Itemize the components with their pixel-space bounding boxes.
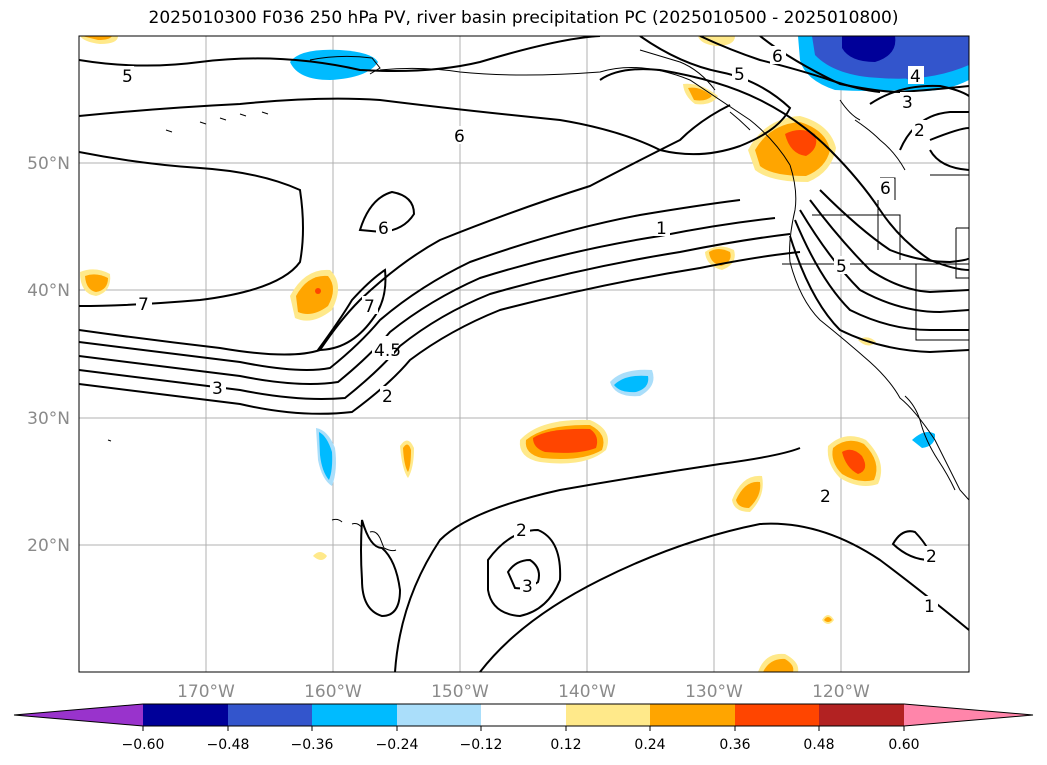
contour-label: 6 xyxy=(378,219,389,239)
colorbar-segment xyxy=(397,704,481,726)
contour-label: 3 xyxy=(522,577,533,597)
contour-label: 2 xyxy=(382,387,393,407)
colorbar-tick-label: 0.60 xyxy=(888,737,919,753)
colorbar-segment xyxy=(481,704,566,726)
colorbar-tick-label: −0.12 xyxy=(460,737,503,753)
colorbar-segment xyxy=(819,704,904,726)
lon-label: 160°W xyxy=(304,682,362,702)
pv-contour-labels: 5 6 5 6 4 3 2 6 1 7 7 4.5 2 3 2 3 2 6 1 … xyxy=(118,46,940,617)
colorbar-tick-label: −0.48 xyxy=(207,737,250,753)
figure-title: 2025010300 F036 250 hPa PV, river basin … xyxy=(148,8,899,28)
contour-label: 2 xyxy=(820,487,831,507)
colorbar-segment xyxy=(735,704,819,726)
contour-label: 7 xyxy=(364,297,375,317)
lat-label: 20°N xyxy=(27,536,70,556)
contour-label: 6 xyxy=(880,179,891,199)
colorbar-segment xyxy=(650,704,735,726)
contour-label: 5 xyxy=(734,65,745,85)
colorbar-tick-label: 0.48 xyxy=(803,737,834,753)
contour-label: 2 xyxy=(926,547,937,567)
contour-label: 2 xyxy=(914,121,925,141)
colorbar-tick-label: −0.36 xyxy=(291,737,334,753)
contour-label: 7 xyxy=(138,295,149,315)
contour-label: 4 xyxy=(910,67,921,87)
colorbar-segment xyxy=(14,704,143,726)
contour-label: 3 xyxy=(212,379,223,399)
pv-contours xyxy=(79,36,969,672)
contour-label: 6 xyxy=(772,47,783,67)
colorbar-segment xyxy=(904,704,1033,726)
lat-label: 50°N xyxy=(27,154,70,174)
lon-label: 150°W xyxy=(431,682,489,702)
map-frame xyxy=(78,35,970,673)
colorbar-tick-label: −0.60 xyxy=(122,737,165,753)
lat-label: 30°N xyxy=(27,409,70,429)
colorbar-tick-label: 0.24 xyxy=(634,737,665,753)
colorbar-segment xyxy=(143,704,228,726)
colorbar: −0.60 −0.48 −0.36 −0.24 −0.12 0.12 0.24 … xyxy=(13,703,1034,753)
contour-label: 6 xyxy=(454,127,465,147)
precip-pc-shading xyxy=(80,36,969,672)
lon-label: 120°W xyxy=(812,682,870,702)
colorbar-segment xyxy=(228,704,312,726)
contour-label: 1 xyxy=(924,597,935,617)
contour-label: 2 xyxy=(516,521,527,541)
lon-label: 170°W xyxy=(177,682,235,702)
colorbar-segment xyxy=(312,704,397,726)
contour-label: 4.5 xyxy=(374,341,401,361)
lat-label: 40°N xyxy=(27,281,70,301)
lon-label: 130°W xyxy=(685,682,743,702)
contour-label: 5 xyxy=(122,67,133,87)
colorbar-tick-label: 0.12 xyxy=(550,737,581,753)
colorbar-segment xyxy=(566,704,650,726)
contour-label: 5 xyxy=(836,257,847,277)
colorbar-tick-label: 0.36 xyxy=(719,737,750,753)
map-gridlines xyxy=(79,36,969,672)
colorbar-tick-label: −0.24 xyxy=(376,737,419,753)
contour-label: 1 xyxy=(656,219,667,239)
lon-label: 140°W xyxy=(558,682,616,702)
contour-label: 3 xyxy=(902,93,913,113)
